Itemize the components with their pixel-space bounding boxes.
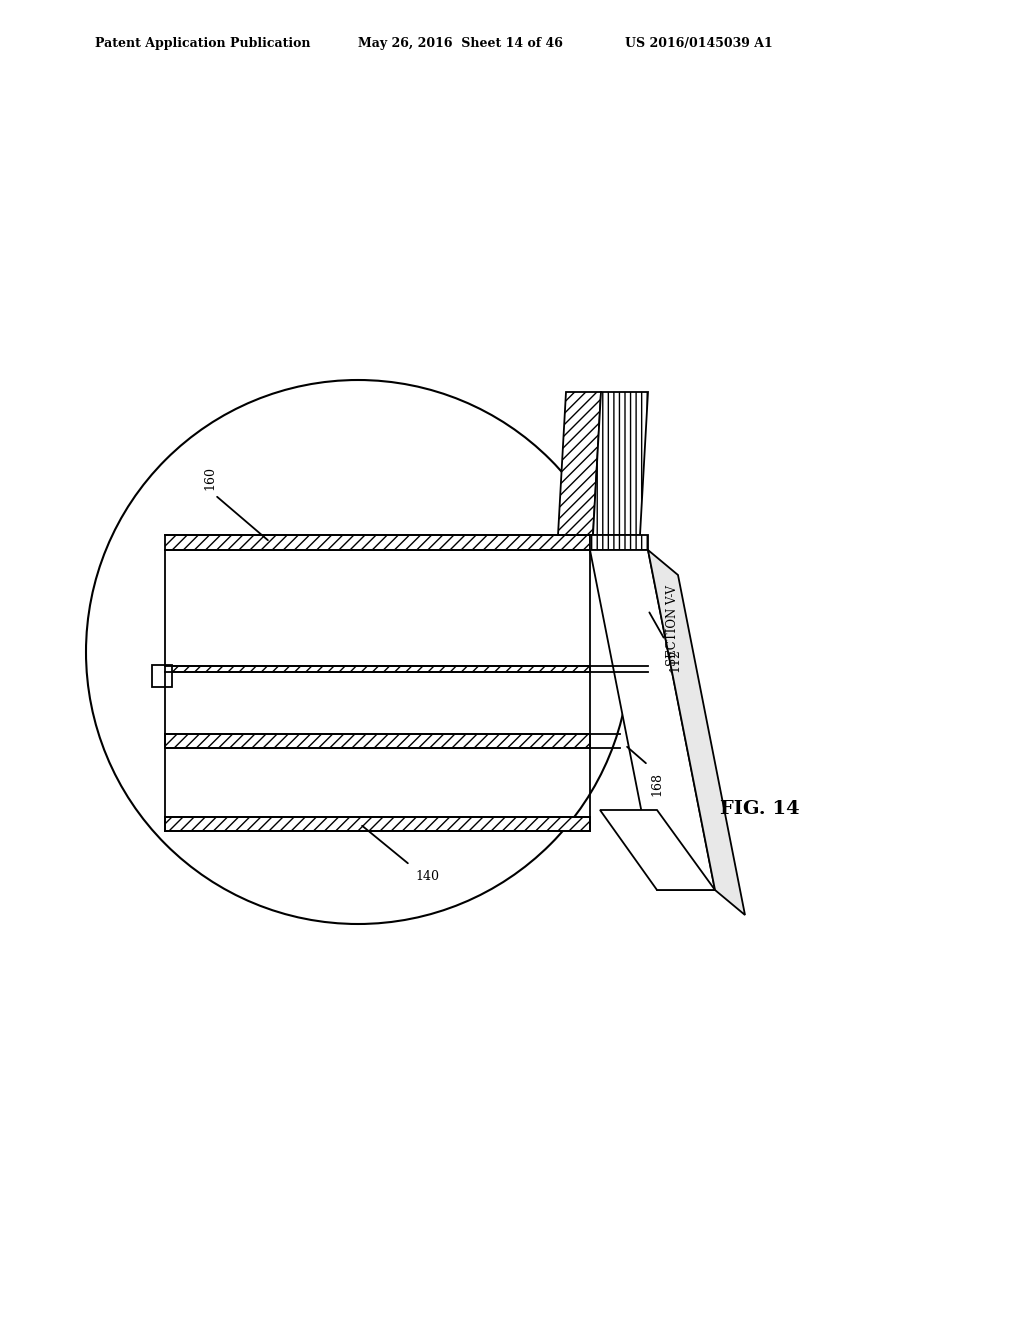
Polygon shape (648, 550, 745, 915)
Polygon shape (165, 535, 590, 550)
Text: FIG. 14: FIG. 14 (720, 800, 800, 818)
Polygon shape (590, 535, 648, 550)
Polygon shape (558, 392, 601, 535)
Text: 160: 160 (204, 466, 216, 490)
Polygon shape (165, 734, 590, 748)
Text: May 26, 2016  Sheet 14 of 46: May 26, 2016 Sheet 14 of 46 (358, 37, 563, 50)
Polygon shape (165, 817, 590, 832)
Polygon shape (600, 810, 715, 890)
Polygon shape (590, 550, 715, 890)
Polygon shape (165, 667, 590, 672)
Polygon shape (152, 665, 172, 686)
Text: SECTION V-V: SECTION V-V (666, 585, 679, 665)
Text: 168: 168 (650, 772, 663, 796)
Text: 140: 140 (415, 870, 439, 883)
Polygon shape (593, 392, 648, 535)
Text: US 2016/0145039 A1: US 2016/0145039 A1 (625, 37, 773, 50)
Text: 112: 112 (668, 648, 681, 672)
Text: Patent Application Publication: Patent Application Publication (95, 37, 310, 50)
